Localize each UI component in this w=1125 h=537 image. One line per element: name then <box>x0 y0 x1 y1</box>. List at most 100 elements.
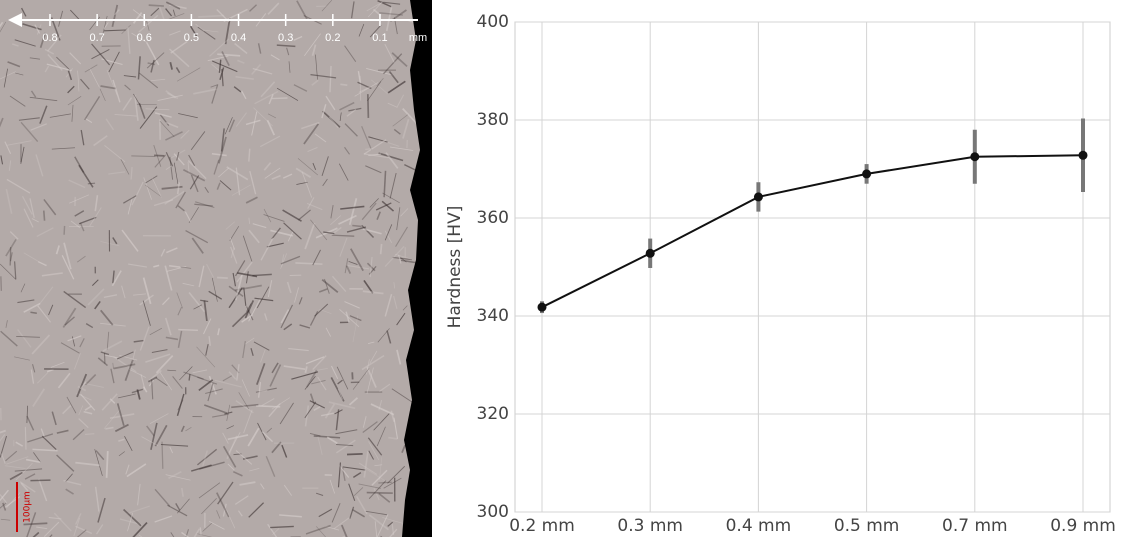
texture-stroke <box>5 456 29 465</box>
texture-stroke <box>180 425 185 433</box>
texture-stroke <box>15 462 33 481</box>
texture-stroke <box>112 362 114 369</box>
texture-stroke <box>348 397 359 406</box>
texture-stroke <box>123 508 142 527</box>
texture-stroke <box>197 376 218 385</box>
texture-stroke <box>23 252 47 267</box>
texture-stroke <box>63 242 72 270</box>
texture-stroke <box>249 4 257 12</box>
texture-stroke <box>391 52 408 68</box>
texture-stroke <box>84 64 98 73</box>
texture-stroke <box>118 451 125 457</box>
texture-stroke <box>286 47 290 56</box>
scale-tick-label: 0.4 <box>231 32 246 44</box>
texture-stroke <box>125 464 130 475</box>
texture-stroke <box>281 254 285 267</box>
texture-stroke <box>339 112 342 122</box>
y-tick-label: 380 <box>477 110 509 130</box>
texture-stroke <box>264 167 281 179</box>
texture-stroke <box>78 405 84 416</box>
texture-stroke <box>345 264 352 275</box>
texture-stroke <box>349 315 362 322</box>
texture-stroke <box>326 436 338 445</box>
texture-stroke <box>208 520 225 530</box>
texture-stroke <box>246 303 252 312</box>
texture-stroke <box>84 373 97 386</box>
texture-stroke <box>151 379 154 400</box>
texture-stroke <box>105 451 109 478</box>
texture-stroke <box>217 328 220 336</box>
texture-stroke <box>276 44 296 48</box>
scale-unit: mm <box>409 32 427 44</box>
texture-stroke <box>32 531 40 537</box>
texture-stroke <box>167 369 177 372</box>
texture-stroke <box>149 413 169 425</box>
texture-stroke <box>382 53 403 75</box>
texture-stroke <box>366 68 394 76</box>
texture-stroke <box>329 65 332 93</box>
texture-stroke <box>322 110 341 128</box>
texture-stroke <box>109 413 135 420</box>
texture-stroke <box>216 492 230 518</box>
edge-region <box>402 0 432 537</box>
texture-stroke <box>4 465 26 469</box>
texture-stroke <box>14 39 36 47</box>
texture-stroke <box>150 78 166 82</box>
texture-stroke <box>116 351 134 360</box>
texture-stroke <box>381 1 401 5</box>
texture-stroke <box>66 396 77 414</box>
texture-stroke <box>252 67 273 75</box>
texture-stroke <box>99 88 106 102</box>
texture-stroke <box>112 270 115 284</box>
texture-stroke <box>253 107 273 127</box>
texture-stroke <box>315 54 318 80</box>
texture-stroke <box>27 433 54 443</box>
texture-stroke <box>362 416 367 428</box>
texture-stroke <box>85 323 94 329</box>
texture-stroke <box>191 237 204 254</box>
texture-stroke <box>339 309 360 328</box>
texture-stroke <box>295 167 312 179</box>
texture-stroke <box>147 376 158 383</box>
texture-stroke <box>157 94 183 102</box>
texture-stroke <box>148 369 162 382</box>
texture-stroke <box>37 372 49 384</box>
texture-stroke <box>194 203 213 207</box>
texture-stroke <box>29 57 41 60</box>
texture-stroke <box>30 369 35 384</box>
texture-stroke <box>0 518 11 521</box>
texture-stroke <box>176 151 180 161</box>
texture-stroke <box>400 257 407 263</box>
texture-stroke <box>283 323 293 331</box>
texture-stroke <box>230 246 238 264</box>
texture-stroke <box>352 315 359 343</box>
texture-stroke <box>230 247 235 259</box>
scale-tick-label: 0.6 <box>137 32 152 44</box>
plot-area <box>514 21 1111 513</box>
texture-stroke <box>159 114 170 126</box>
texture-stroke <box>131 32 147 43</box>
texture-stroke <box>387 521 394 527</box>
texture-stroke <box>325 525 340 531</box>
texture-stroke <box>265 455 276 477</box>
texture-stroke <box>376 211 381 220</box>
texture-stroke <box>36 227 54 237</box>
texture-stroke <box>189 175 200 190</box>
texture-stroke <box>382 192 400 204</box>
texture-stroke <box>363 139 387 155</box>
texture-stroke <box>224 17 231 45</box>
texture-stroke <box>101 393 118 411</box>
texture-stroke <box>20 7 27 17</box>
texture-stroke <box>350 248 364 272</box>
texture-stroke <box>148 4 164 7</box>
texture-stroke <box>374 464 383 467</box>
texture-stroke <box>324 403 336 419</box>
texture-stroke <box>145 353 171 363</box>
texture-stroke <box>202 450 208 467</box>
texture-stroke <box>309 400 326 409</box>
texture-stroke <box>8 160 12 171</box>
y-axis-label: Hardness [HV] <box>445 206 465 329</box>
texture-stroke <box>77 70 80 92</box>
texture-stroke <box>331 275 347 292</box>
texture-stroke <box>211 84 219 104</box>
